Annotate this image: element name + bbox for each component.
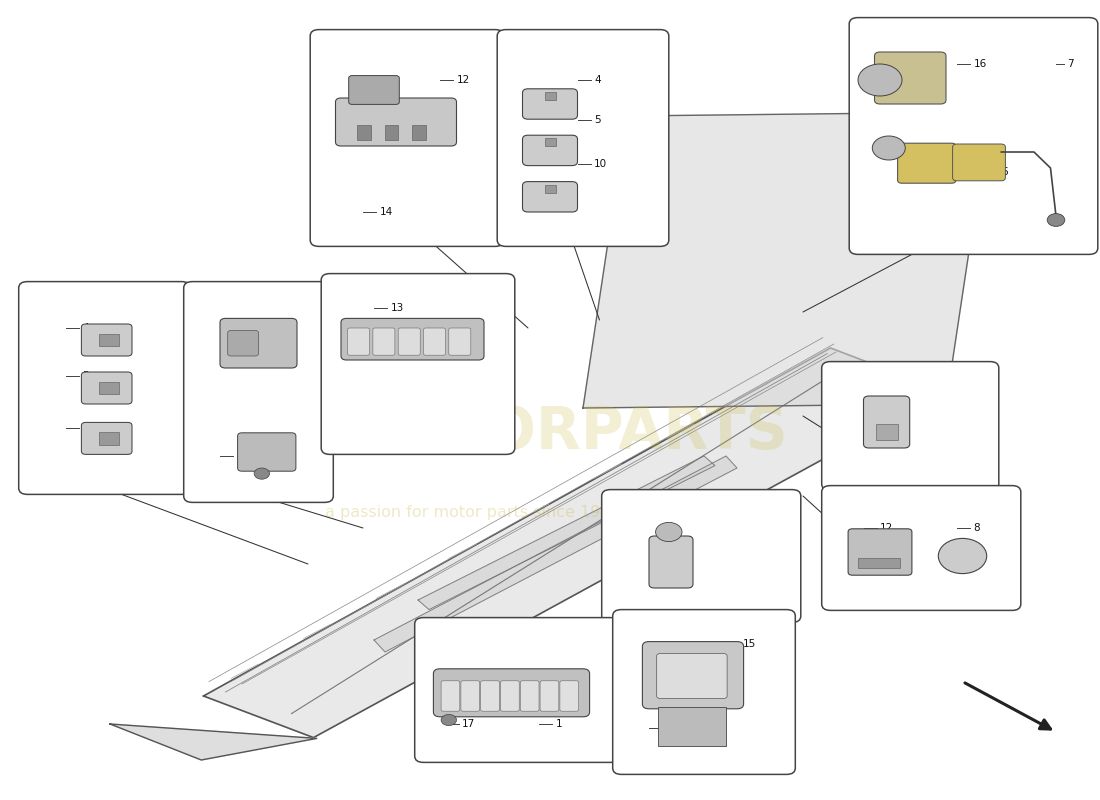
Text: 5: 5 <box>594 115 601 125</box>
FancyBboxPatch shape <box>613 610 795 774</box>
Bar <box>99 382 119 394</box>
FancyBboxPatch shape <box>415 618 619 762</box>
FancyBboxPatch shape <box>874 52 946 104</box>
FancyBboxPatch shape <box>220 318 297 368</box>
Text: 1: 1 <box>556 719 562 729</box>
FancyBboxPatch shape <box>898 143 956 183</box>
Bar <box>658 707 726 746</box>
Text: 20: 20 <box>930 167 943 177</box>
Circle shape <box>872 136 905 160</box>
Text: a passion for motor parts since 1985: a passion for motor parts since 1985 <box>326 505 620 519</box>
FancyBboxPatch shape <box>81 372 132 404</box>
FancyBboxPatch shape <box>497 30 669 246</box>
Text: 6: 6 <box>1001 167 1008 177</box>
FancyBboxPatch shape <box>822 362 999 490</box>
FancyBboxPatch shape <box>481 681 499 711</box>
Bar <box>99 334 119 346</box>
FancyBboxPatch shape <box>864 396 910 448</box>
FancyBboxPatch shape <box>461 681 480 711</box>
FancyBboxPatch shape <box>849 18 1098 254</box>
Text: 7: 7 <box>1067 59 1074 69</box>
FancyBboxPatch shape <box>348 328 370 355</box>
FancyBboxPatch shape <box>81 422 132 454</box>
FancyBboxPatch shape <box>228 330 258 356</box>
Text: 14: 14 <box>379 207 393 217</box>
Text: 5: 5 <box>82 371 89 381</box>
Bar <box>412 126 426 140</box>
Text: 2: 2 <box>253 323 260 333</box>
Text: 4: 4 <box>82 323 89 333</box>
FancyBboxPatch shape <box>449 328 471 355</box>
FancyBboxPatch shape <box>398 328 420 355</box>
FancyBboxPatch shape <box>560 681 579 711</box>
FancyBboxPatch shape <box>657 654 727 698</box>
FancyBboxPatch shape <box>602 490 801 622</box>
FancyBboxPatch shape <box>238 433 296 471</box>
Text: 10: 10 <box>82 423 96 433</box>
FancyBboxPatch shape <box>433 669 590 717</box>
Circle shape <box>858 64 902 96</box>
FancyBboxPatch shape <box>642 642 744 709</box>
Polygon shape <box>418 456 715 610</box>
Text: 16: 16 <box>974 59 987 69</box>
FancyBboxPatch shape <box>321 274 515 454</box>
FancyBboxPatch shape <box>953 144 1005 181</box>
Text: 3: 3 <box>676 567 683 577</box>
FancyBboxPatch shape <box>373 328 395 355</box>
FancyBboxPatch shape <box>81 324 132 356</box>
FancyBboxPatch shape <box>522 89 578 119</box>
FancyBboxPatch shape <box>424 328 446 355</box>
Circle shape <box>441 714 456 726</box>
FancyBboxPatch shape <box>822 486 1021 610</box>
Text: 9: 9 <box>379 95 386 105</box>
Text: 13: 13 <box>390 303 404 313</box>
Text: 4: 4 <box>896 421 903 430</box>
FancyBboxPatch shape <box>520 681 539 711</box>
FancyBboxPatch shape <box>310 30 504 246</box>
Text: 11: 11 <box>666 723 679 733</box>
FancyBboxPatch shape <box>649 536 693 588</box>
Circle shape <box>656 522 682 542</box>
Text: 8: 8 <box>974 523 980 533</box>
Circle shape <box>938 538 987 574</box>
Bar <box>544 138 556 146</box>
Bar <box>544 185 556 193</box>
Text: EUROMOTORPARTS: EUROMOTORPARTS <box>157 403 789 461</box>
FancyBboxPatch shape <box>341 318 484 360</box>
FancyBboxPatch shape <box>522 135 578 166</box>
Text: 12: 12 <box>880 523 893 533</box>
Bar <box>544 92 556 100</box>
FancyBboxPatch shape <box>349 76 399 105</box>
FancyBboxPatch shape <box>500 681 519 711</box>
FancyBboxPatch shape <box>336 98 456 146</box>
Polygon shape <box>204 348 946 738</box>
Circle shape <box>254 468 270 479</box>
Text: 4: 4 <box>594 75 601 85</box>
Circle shape <box>1047 214 1065 226</box>
Text: 15: 15 <box>742 639 756 649</box>
Bar <box>858 558 900 568</box>
FancyBboxPatch shape <box>441 681 460 711</box>
Bar <box>876 424 898 440</box>
FancyBboxPatch shape <box>848 529 912 575</box>
Polygon shape <box>583 112 990 408</box>
Text: 12: 12 <box>456 75 470 85</box>
Text: 10: 10 <box>594 159 607 169</box>
Text: 18: 18 <box>236 451 250 461</box>
FancyBboxPatch shape <box>19 282 190 494</box>
Text: 17: 17 <box>462 719 475 729</box>
Polygon shape <box>110 724 317 760</box>
FancyBboxPatch shape <box>184 282 333 502</box>
Bar <box>358 126 371 140</box>
Polygon shape <box>374 456 737 652</box>
Bar <box>99 432 119 445</box>
FancyBboxPatch shape <box>522 182 578 212</box>
FancyBboxPatch shape <box>540 681 559 711</box>
Bar <box>385 126 398 140</box>
